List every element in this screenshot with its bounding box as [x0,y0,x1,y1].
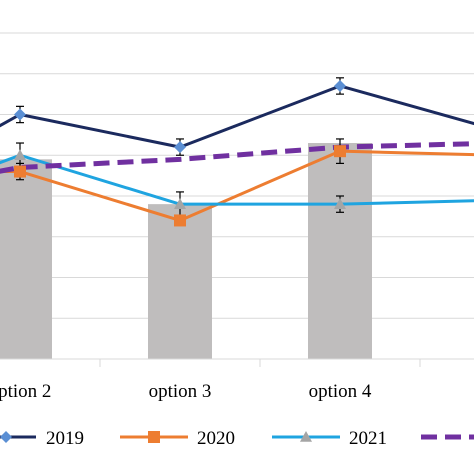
x-tick-label: option 3 [149,381,212,402]
data-point [334,145,346,158]
legend-marker [0,431,12,443]
legend-label: 2019 [46,428,84,449]
data-point [174,214,186,227]
data-point [14,165,26,178]
bar [148,204,212,359]
data-point [14,108,26,121]
data-point [334,198,346,209]
legend-marker [148,431,160,443]
x-tick-label: option 4 [309,381,372,402]
line-series [0,84,474,222]
data-point [174,141,186,154]
bar [308,143,372,359]
bar-series [0,143,372,359]
x-axis [0,358,474,367]
legend-label: 2020 [197,428,235,449]
data-point [174,198,186,209]
data-point [334,79,346,92]
series-line [0,84,474,149]
series-markers [14,79,346,227]
series-line [0,149,474,222]
legend: 2019 2020 2021 [0,428,474,449]
bar [0,159,52,359]
legend-marker [300,431,312,442]
legend-label: 2021 [349,428,387,449]
x-tick-label: option 2 [0,381,51,402]
data-point [14,149,26,161]
series-line [0,141,474,174]
